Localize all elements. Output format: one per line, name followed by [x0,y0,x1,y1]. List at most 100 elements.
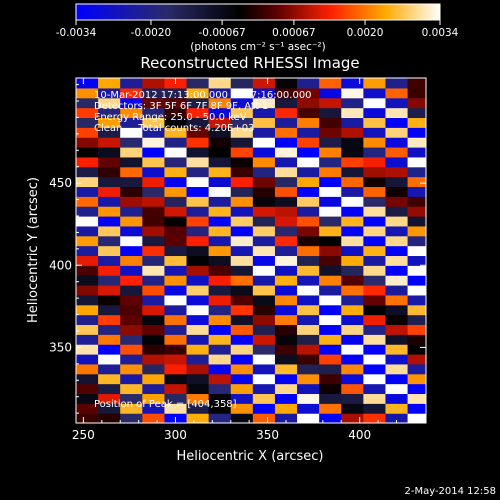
heatmap-cell [363,413,387,423]
heatmap-cell [142,186,166,197]
heatmap-cell [319,186,342,197]
heatmap-cell [230,225,254,237]
heatmap-cell [319,265,342,276]
heatmap-cell [407,78,426,89]
heatmap-cell [363,265,387,276]
heatmap-cell [341,107,364,119]
heatmap-cell [252,403,276,414]
heatmap-cell [363,107,387,119]
heatmap-cell [341,265,364,276]
heatmap-cell [208,216,232,227]
heatmap-cell [363,275,387,286]
heatmap-cell [164,156,188,168]
heatmap-cell [363,235,387,247]
annotation-time-range: 10-Mar-2012 17:13:00.000 to 17:16:00.000 [94,90,312,101]
heatmap-cell [164,245,188,257]
heatmap-cell [208,383,232,395]
heatmap-cell [363,78,387,89]
heatmap-cell [274,344,298,355]
heatmap-cell [76,403,99,414]
heatmap-cell [230,245,254,257]
heatmap-cell [363,344,387,355]
heatmap-cell [120,383,143,395]
heatmap-cell [341,304,364,316]
heatmap-cell [230,373,254,385]
y-axis-ticks: 350 400 450 [49,84,426,414]
heatmap-cell [297,156,320,168]
heatmap-cell [120,166,143,178]
heatmap-cell [186,225,210,237]
heatmap-cell [385,363,409,375]
heatmap-cell [142,117,166,128]
heatmap-cell [341,147,364,158]
heatmap-cell [120,245,143,257]
heatmap-cell [164,294,188,306]
heatmap-cell [230,216,254,227]
heatmap-cell [274,107,298,119]
heatmap-cell [230,393,254,404]
heatmap-cell [142,304,166,316]
heatmap-cell [186,147,210,158]
heatmap-cell [297,383,320,395]
heatmap-cell [319,354,342,365]
heatmap-cell [186,78,210,89]
heatmap-cell [120,196,143,207]
heatmap-cell [208,285,232,296]
heatmap-cell [341,176,364,188]
heatmap-cell [319,137,342,148]
heatmap-cell [120,265,143,276]
heatmap-cell [142,363,166,375]
heatmap-cell [274,206,298,217]
heatmap-cell [252,324,276,335]
heatmap-cell [385,147,409,158]
heatmap-cell [341,324,364,335]
heatmap-cell [186,344,210,355]
heatmap-cell [363,216,387,227]
heatmap-cell [76,87,99,99]
heatmap-cell [208,363,232,375]
heatmap-cell [98,206,121,217]
heatmap-cell [252,156,276,168]
heatmap-cell [164,285,188,296]
heatmap-cell [252,206,276,217]
heatmap-cell [252,393,276,404]
heatmap-cell [407,413,426,423]
heatmap-cell [274,373,298,385]
heatmap-cell [363,393,387,404]
heatmap-cell [341,413,364,423]
heatmap-cell [385,107,409,119]
heatmap-cell [208,294,232,306]
heatmap-cell [230,196,254,207]
heatmap-cell [164,324,188,335]
heatmap-cell [341,137,364,148]
heatmap-cell [208,403,232,414]
heatmap-cell [274,235,298,247]
heatmap-cell [120,304,143,316]
heatmap-cell [341,87,364,99]
heatmap-cell [407,255,426,266]
heatmap-cell [407,206,426,217]
heatmap-cell [230,97,254,109]
heatmap-cell [341,127,364,138]
heatmap-cell [407,373,426,385]
heatmap-cell [164,363,188,375]
heatmap-cell [208,117,232,128]
heatmap-cell [319,344,342,355]
heatmap-cell [252,344,276,355]
heatmap-cell [363,186,387,197]
heatmap-cell [164,255,188,266]
heatmap-cell [319,166,342,178]
heatmap-cell [252,147,276,158]
heatmap-cell [407,225,426,237]
heatmap-cell [208,354,232,365]
heatmap-cell [297,363,320,375]
heatmap-cell [208,176,232,188]
heatmap-cell [363,166,387,178]
heatmap-cell [164,403,188,414]
heatmap-cell [76,373,99,385]
heatmap-cell [297,216,320,227]
heatmap-cell [385,196,409,207]
heatmap-cell [319,127,342,138]
heatmap-cell [341,344,364,355]
heatmap-cell [363,314,387,326]
